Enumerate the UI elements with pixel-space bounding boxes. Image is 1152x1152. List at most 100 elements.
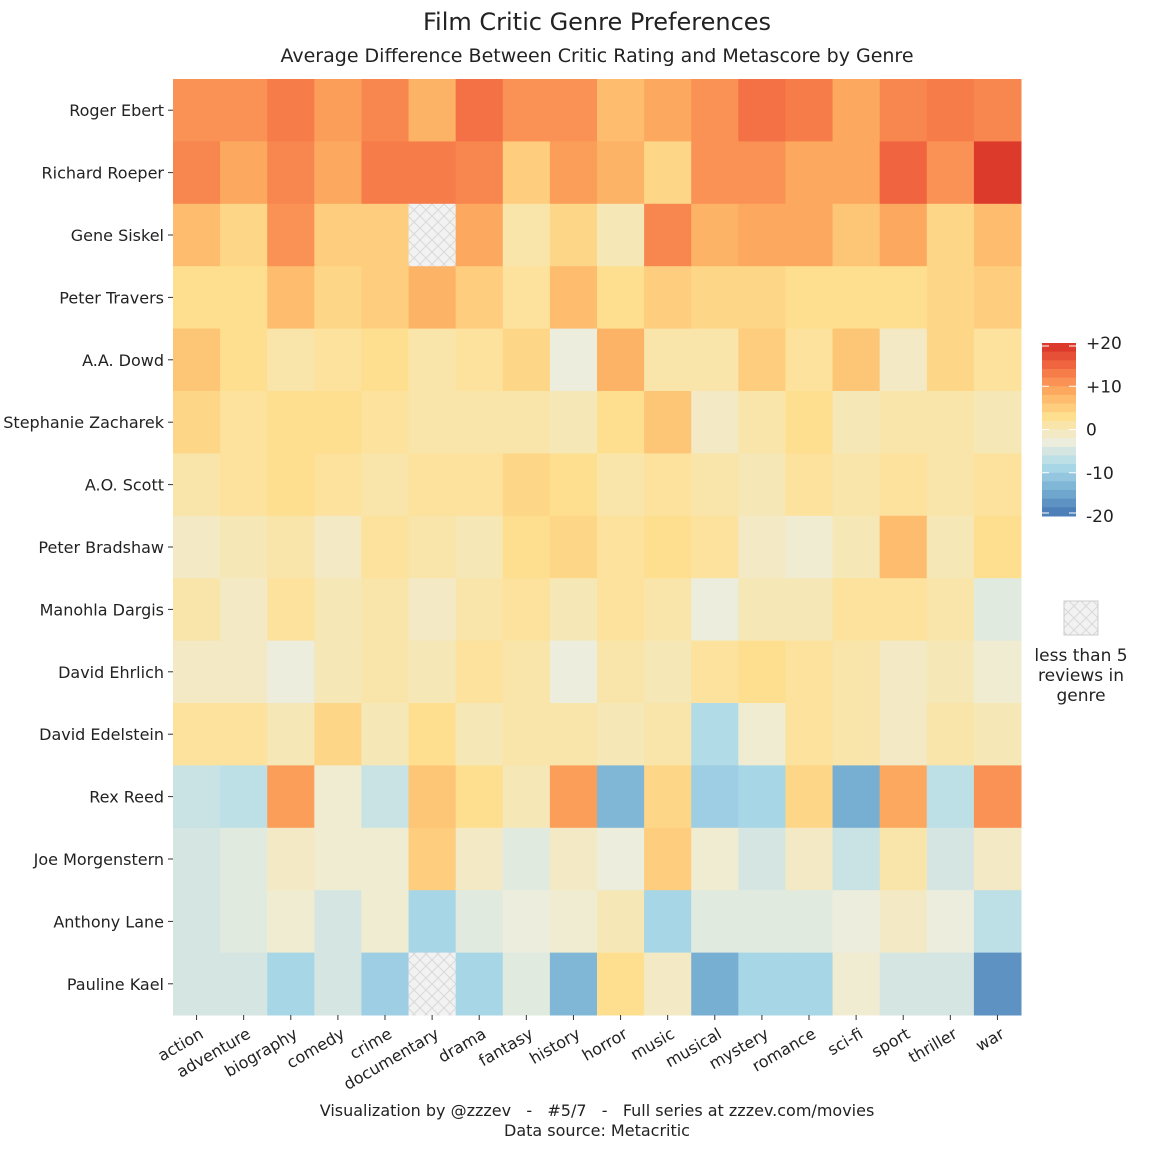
heatmap-cell (502, 515, 551, 579)
y-tick-label: David Edelstein (39, 725, 164, 744)
legend-swatch (1042, 490, 1076, 500)
heatmap-cell (879, 827, 928, 891)
heatmap-cell (973, 765, 1022, 829)
heatmap-cell (408, 640, 457, 704)
caption-credit: Visualization by @zzzev - #5/7 - Full se… (320, 1101, 875, 1120)
heatmap-cell (549, 890, 598, 954)
heatmap-cell (455, 266, 504, 330)
heatmap-cell (455, 141, 504, 205)
heatmap-cell (973, 391, 1022, 454)
heatmap-cell (926, 578, 975, 642)
y-tick-label: Anthony Lane (53, 912, 164, 931)
heatmap-cell (314, 328, 362, 392)
heatmap-cell (361, 79, 410, 142)
x-tick-label: horror (579, 1024, 631, 1065)
legend-swatch (1042, 394, 1076, 405)
heatmap-cell (879, 141, 928, 205)
heatmap-cell (361, 703, 410, 766)
legend-swatch (1042, 343, 1076, 353)
heatmap-cell (926, 453, 975, 517)
legend-swatch (1042, 464, 1076, 474)
heatmap-cell (691, 765, 739, 829)
heatmap-cell (597, 391, 645, 454)
legend-swatch (1042, 429, 1076, 439)
heatmap-cell (926, 890, 975, 954)
heatmap-cell (220, 827, 268, 891)
heatmap-cell (879, 703, 928, 766)
heatmap-cell (597, 640, 645, 704)
heatmap-cell (314, 640, 362, 704)
heatmap-cell (549, 952, 598, 1016)
y-tick-label: Roger Ebert (69, 101, 164, 120)
heatmap-cell (408, 328, 457, 392)
heatmap-cell (173, 391, 221, 454)
heatmap-cell (832, 765, 881, 829)
y-tick-label: Peter Travers (59, 288, 164, 307)
heatmap-cell (832, 640, 881, 704)
heatmap-cell (738, 266, 786, 330)
heatmap-cell (785, 515, 834, 579)
heatmap-cell (973, 453, 1022, 517)
heatmap-cell (549, 703, 598, 766)
heatmap-cell (691, 890, 739, 954)
heatmap-cell (549, 640, 598, 704)
heatmap-cell (738, 890, 786, 954)
heatmap-cell (597, 515, 645, 579)
heatmap-cell (455, 640, 504, 704)
heatmap-cell (220, 952, 268, 1016)
heatmap-cell (738, 578, 786, 642)
heatmap-cell (785, 453, 834, 517)
heatmap-cell (408, 952, 457, 1016)
heatmap-cell (408, 765, 457, 829)
caption-source: Data source: Metacritic (504, 1121, 690, 1140)
heatmap-cell (926, 141, 975, 205)
heatmap-cell (502, 890, 551, 954)
heatmap-cell (973, 141, 1022, 205)
heatmap-cell (361, 952, 410, 1016)
heatmap-cell (785, 141, 834, 205)
heatmap-cell (455, 453, 504, 517)
heatmap-cell (549, 827, 598, 891)
heatmap-cell (455, 391, 504, 454)
heatmap-cell (879, 453, 928, 517)
heatmap-cell (455, 515, 504, 579)
heatmap-cell (314, 141, 362, 205)
legend-swatch (1042, 481, 1076, 491)
heatmap-cell (644, 203, 692, 267)
y-tick-label: Stephanie Zacharek (3, 413, 164, 432)
heatmap-cell (502, 79, 551, 142)
heatmap-cell (785, 203, 834, 267)
heatmap-cell (502, 578, 551, 642)
legend-tick-label: -10 (1086, 464, 1114, 484)
heatmap-cell (314, 890, 362, 954)
heatmap-cell (361, 578, 410, 642)
heatmap-cell (879, 578, 928, 642)
heatmap-cell (785, 765, 834, 829)
heatmap-cell (691, 640, 739, 704)
heatmap-cell (220, 203, 268, 267)
x-axis: actionadventurebiographycomedycrimedocum… (154, 1015, 1008, 1094)
heatmap-cell (267, 141, 315, 205)
heatmap-cell (691, 328, 739, 392)
heatmap-cell (267, 328, 315, 392)
heatmap-cell (691, 827, 739, 891)
heatmap-cell (173, 765, 221, 829)
y-tick-label: Pauline Kael (67, 975, 164, 994)
heatmap-cell (173, 890, 221, 954)
heatmap-cell (926, 391, 975, 454)
legend-swatch (1042, 403, 1076, 413)
heatmap-cell (973, 578, 1022, 642)
heatmap-cell (455, 203, 504, 267)
heatmap-cell (879, 391, 928, 454)
heatmap-cell (879, 79, 928, 142)
heatmap-cell (361, 827, 410, 891)
heatmap-cell (832, 141, 881, 205)
heatmap-cell (926, 266, 975, 330)
legend-swatch (1042, 360, 1076, 370)
heatmap-cell (502, 453, 551, 517)
heatmap-cell (785, 328, 834, 392)
heatmap-cell (644, 765, 692, 829)
heatmap-cell (408, 578, 457, 642)
heatmap-cell (408, 203, 457, 267)
